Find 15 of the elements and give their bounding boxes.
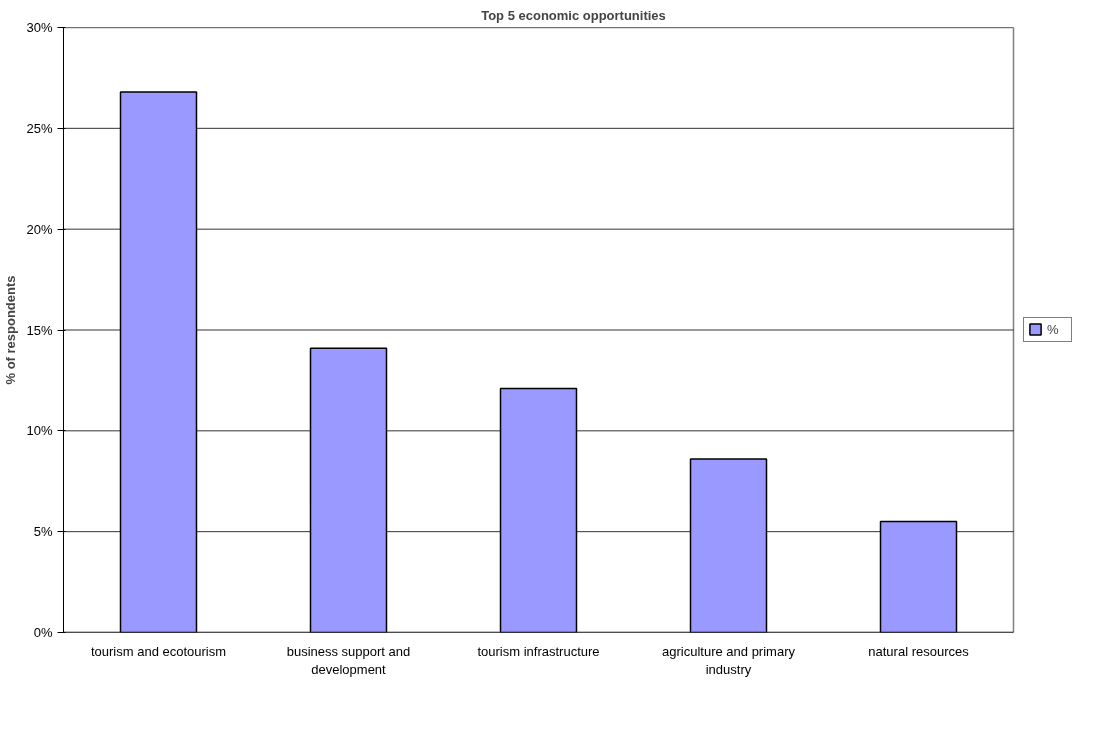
y-axis-title: % of respondents <box>3 275 19 385</box>
legend-label: % <box>1047 321 1060 337</box>
chart-title: Top 5 economic opportunities <box>481 7 666 23</box>
y-tick-label: 20% <box>26 221 53 237</box>
y-tick-label: 15% <box>26 322 53 338</box>
x-tick-label: tourism infrastructure <box>477 643 600 659</box>
y-tick-label: 10% <box>26 423 53 439</box>
x-tick-label: business support and development <box>286 643 411 677</box>
x-tick-label: natural resources <box>868 643 970 659</box>
x-tick-label: tourism and ecotourism <box>90 643 227 659</box>
x-tick-label: agriculture and primary industry <box>662 643 796 677</box>
y-tick-label: 30% <box>26 20 53 35</box>
y-tick-label: 5% <box>33 524 53 540</box>
y-tick-label: 0% <box>33 625 53 640</box>
y-tick-label: 25% <box>26 120 53 136</box>
